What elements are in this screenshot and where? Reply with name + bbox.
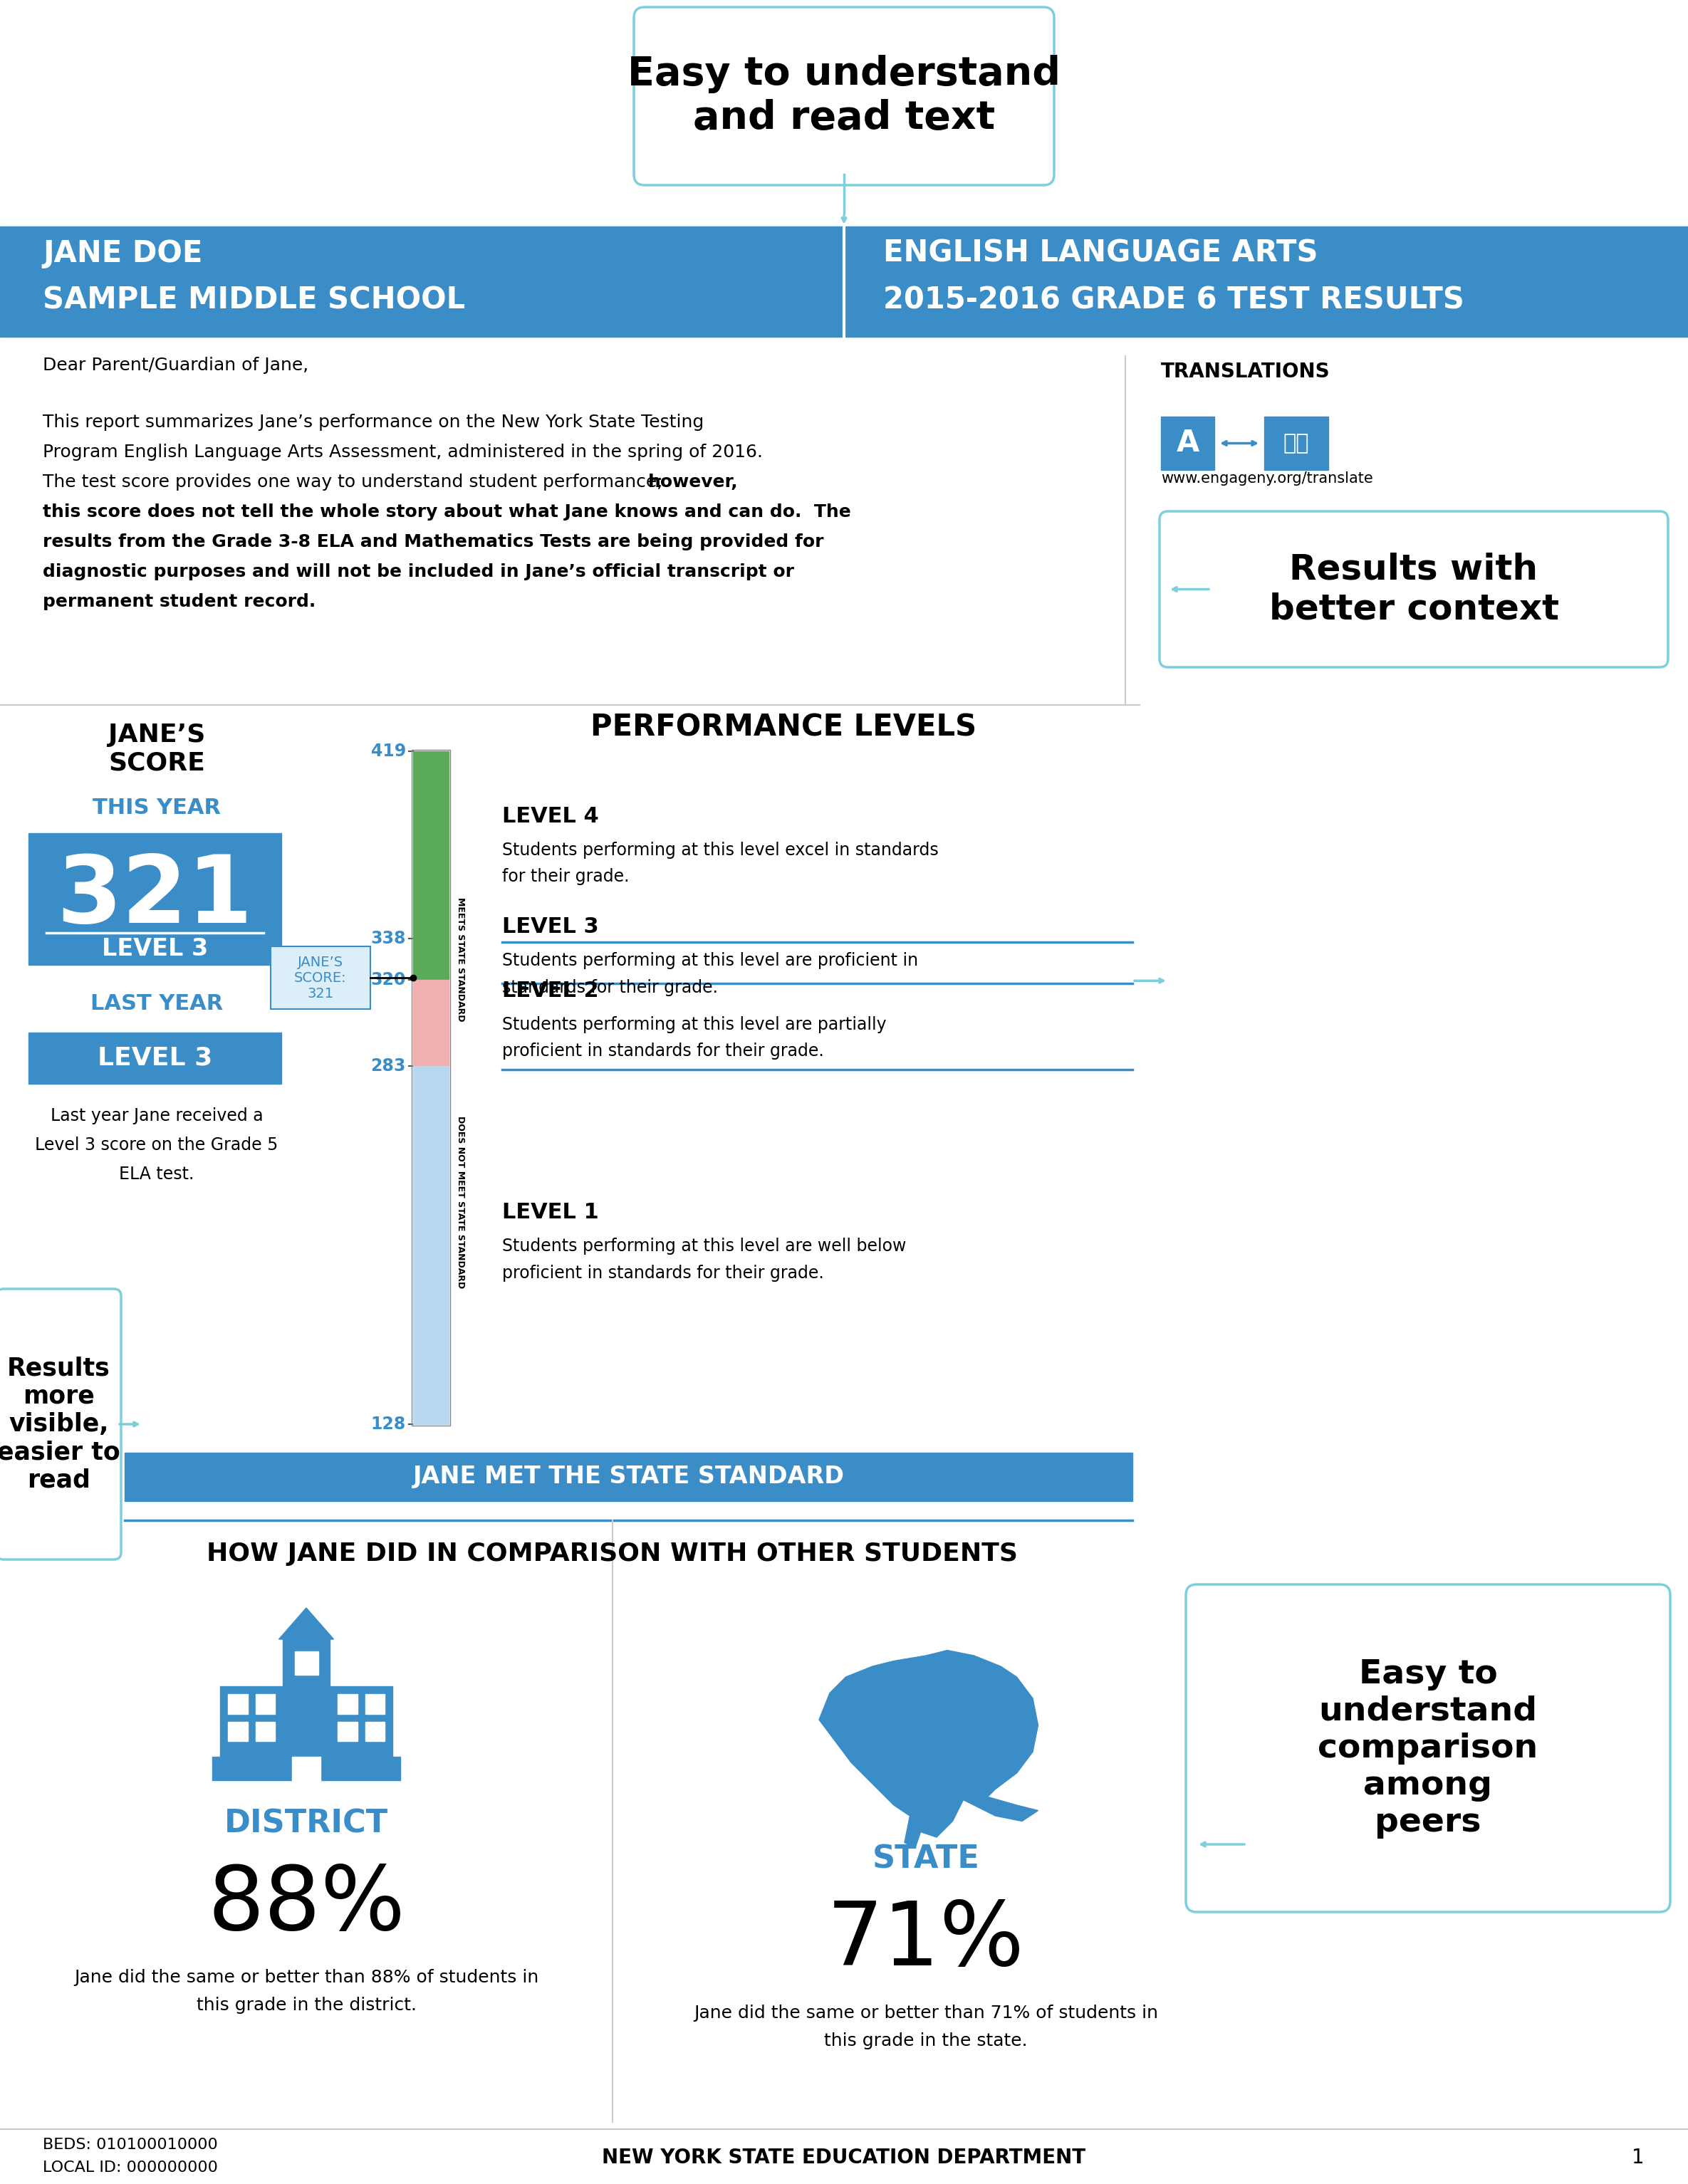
Text: BEDS: 010100010000: BEDS: 010100010000 <box>42 2138 218 2151</box>
Text: Students performing at this level excel in standards
for their grade.: Students performing at this level excel … <box>501 841 939 885</box>
Text: Results
more
visible,
easier to
read: Results more visible, easier to read <box>0 1356 120 1492</box>
Text: 88%: 88% <box>208 1863 405 1948</box>
Text: 320: 320 <box>371 972 407 989</box>
Text: Students performing at this level are well below
proficient in standards for the: Students performing at this level are we… <box>501 1238 906 1282</box>
Text: JANE MET THE STATE STANDARD: JANE MET THE STATE STANDARD <box>414 1465 844 1489</box>
Text: LEVEL 3: LEVEL 3 <box>501 917 599 937</box>
Bar <box>294 1651 317 1675</box>
Polygon shape <box>279 1607 334 1640</box>
Text: 338: 338 <box>371 930 407 948</box>
Text: MEETS STATE STANDARD: MEETS STATE STANDARD <box>456 898 466 1022</box>
FancyBboxPatch shape <box>1187 1583 1669 1911</box>
Text: THIS YEAR: THIS YEAR <box>93 797 221 819</box>
Bar <box>29 1033 282 1083</box>
Text: 二語: 二語 <box>1283 432 1310 454</box>
Text: Program English Language Arts Assessment, administered in the spring of 2016.: Program English Language Arts Assessment… <box>42 443 763 461</box>
Bar <box>414 981 449 1066</box>
Text: JANE’S
SCORE:
321: JANE’S SCORE: 321 <box>294 954 346 1000</box>
Bar <box>284 1686 329 1756</box>
Text: JANE DOE: JANE DOE <box>42 238 203 269</box>
Text: PERFORMANCE LEVELS: PERFORMANCE LEVELS <box>591 712 977 743</box>
Text: this score does not tell the whole story about what Jane knows and can do.  The: this score does not tell the whole story… <box>42 505 851 520</box>
Bar <box>228 1721 248 1741</box>
Text: JANE’S
SCORE: JANE’S SCORE <box>108 723 206 775</box>
Text: STATE: STATE <box>873 1843 979 1874</box>
Text: A: A <box>1177 428 1198 459</box>
Bar <box>255 1721 275 1741</box>
Text: Students performing at this level are partially
proficient in standards for thei: Students performing at this level are pa… <box>501 1016 886 1059</box>
Text: LOCAL ID: 000000000: LOCAL ID: 000000000 <box>42 2160 218 2175</box>
Text: permanent student record.: permanent student record. <box>42 594 316 609</box>
Bar <box>0 227 1688 336</box>
Text: LEVEL 3: LEVEL 3 <box>101 937 208 961</box>
Text: however,: however, <box>648 474 738 491</box>
FancyBboxPatch shape <box>0 1289 122 1559</box>
Text: 128: 128 <box>371 1415 407 1433</box>
Text: Students performing at this level are proficient in
standards for their grade.: Students performing at this level are pr… <box>501 952 918 996</box>
Bar <box>338 1721 358 1741</box>
Text: Results with
better context: Results with better context <box>1269 553 1558 627</box>
Text: diagnostic purposes and will not be included in Jane’s official transcript or: diagnostic purposes and will not be incl… <box>42 563 793 581</box>
Text: LEVEL 3: LEVEL 3 <box>98 1046 213 1070</box>
Text: 2015-2016 GRADE 6 TEST RESULTS: 2015-2016 GRADE 6 TEST RESULTS <box>883 284 1463 314</box>
Text: HOW JANE DID IN COMPARISON WITH OTHER STUDENTS: HOW JANE DID IN COMPARISON WITH OTHER ST… <box>208 1542 1018 1566</box>
Text: Jane did the same or better than 71% of students in
this grade in the state.: Jane did the same or better than 71% of … <box>694 2005 1158 2049</box>
Bar <box>125 1452 1133 1500</box>
FancyBboxPatch shape <box>1160 511 1668 668</box>
Bar <box>412 749 451 1426</box>
Polygon shape <box>819 1651 1038 1848</box>
Bar <box>414 751 449 939</box>
Bar <box>414 939 449 981</box>
Bar <box>219 1686 284 1756</box>
Text: 321: 321 <box>57 852 253 943</box>
Bar <box>365 1695 385 1714</box>
Text: This report summarizes Jane’s performance on the New York State Testing: This report summarizes Jane’s performanc… <box>42 413 704 430</box>
Text: Easy to understand
and read text: Easy to understand and read text <box>628 55 1060 138</box>
Bar <box>365 1721 385 1741</box>
Text: DISTRICT: DISTRICT <box>225 1808 388 1839</box>
Bar <box>1161 417 1214 470</box>
Text: Jane did the same or better than 88% of students in
this grade in the district.: Jane did the same or better than 88% of … <box>74 1970 538 2014</box>
Text: The test score provides one way to understand student performance;: The test score provides one way to under… <box>42 474 668 491</box>
Text: 283: 283 <box>371 1057 407 1075</box>
Bar <box>329 1686 392 1756</box>
Polygon shape <box>964 1795 1038 1821</box>
Text: 71%: 71% <box>827 1898 1025 1983</box>
Text: NEW YORK STATE EDUCATION DEPARTMENT: NEW YORK STATE EDUCATION DEPARTMENT <box>603 2147 1085 2169</box>
Text: SAMPLE MIDDLE SCHOOL: SAMPLE MIDDLE SCHOOL <box>42 284 466 314</box>
Text: DOES NOT MEET STATE STANDARD: DOES NOT MEET STATE STANDARD <box>456 1116 466 1289</box>
Text: ENGLISH LANGUAGE ARTS: ENGLISH LANGUAGE ARTS <box>883 238 1318 269</box>
Text: results from the Grade 3-8 ELA and Mathematics Tests are being provided for: results from the Grade 3-8 ELA and Mathe… <box>42 533 824 550</box>
Text: 419: 419 <box>371 743 407 760</box>
Text: Last year Jane received a
Level 3 score on the Grade 5
ELA test.: Last year Jane received a Level 3 score … <box>35 1107 279 1184</box>
Text: LAST YEAR: LAST YEAR <box>91 994 223 1013</box>
Bar <box>228 1695 248 1714</box>
Text: TRANSLATIONS: TRANSLATIONS <box>1161 363 1330 382</box>
Bar <box>270 946 370 1009</box>
Text: LEVEL 4: LEVEL 4 <box>501 806 599 826</box>
Bar <box>338 1695 358 1714</box>
Bar <box>414 1066 449 1424</box>
Text: LEVEL 1: LEVEL 1 <box>501 1201 599 1223</box>
Text: LEVEL 2: LEVEL 2 <box>501 981 599 1000</box>
FancyBboxPatch shape <box>635 7 1053 186</box>
Text: Dear Parent/Guardian of Jane,: Dear Parent/Guardian of Jane, <box>42 356 309 373</box>
Text: 1: 1 <box>1632 2147 1644 2169</box>
Bar <box>292 1756 321 1804</box>
Text: Easy to
understand
comparison
among
peers: Easy to understand comparison among peer… <box>1318 1658 1538 1839</box>
Text: www.engageny.org/translate: www.engageny.org/translate <box>1161 472 1372 485</box>
Bar <box>284 1640 329 1756</box>
Bar <box>29 832 282 965</box>
Bar <box>213 1756 400 1780</box>
Bar <box>255 1695 275 1714</box>
Bar <box>1264 417 1328 470</box>
